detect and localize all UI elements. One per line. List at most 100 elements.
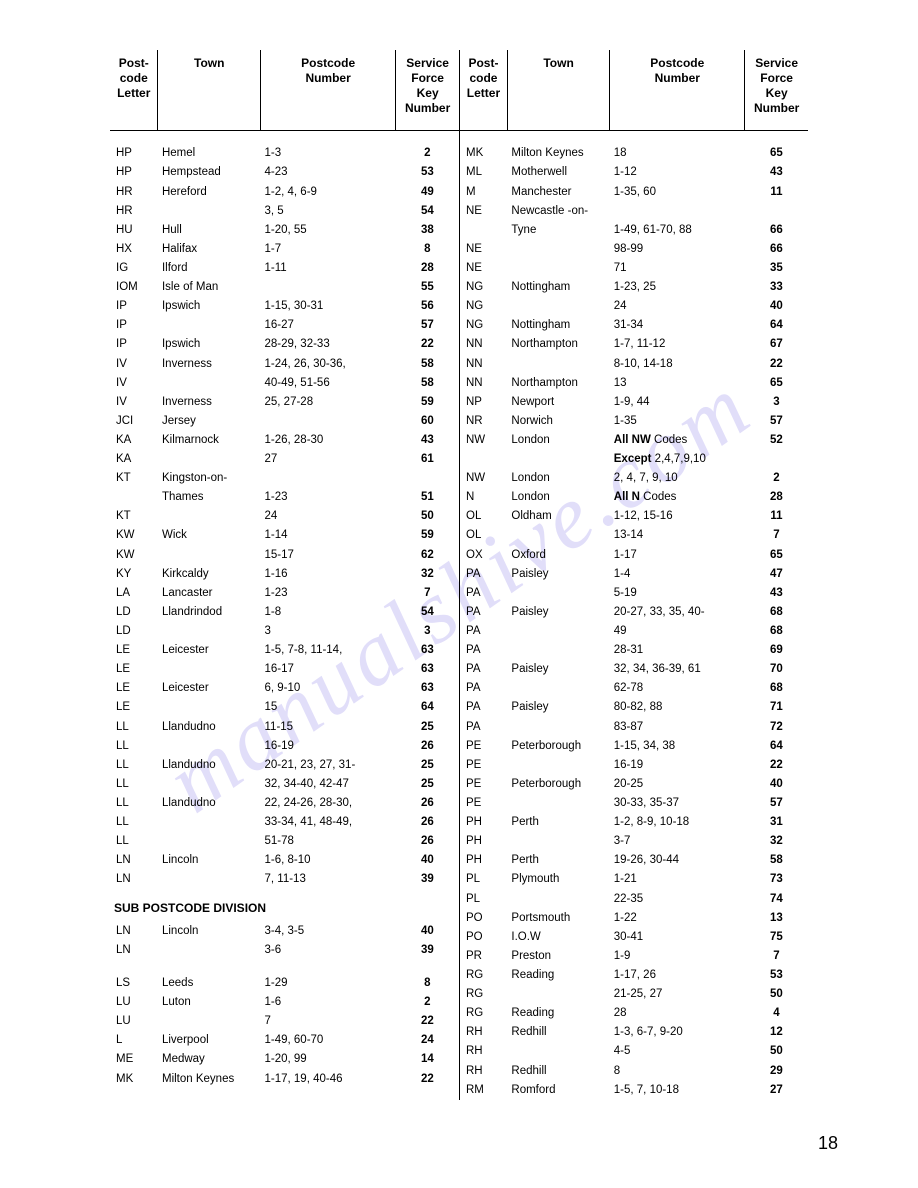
- cell-town: Nottingham: [507, 316, 609, 335]
- cell-postcode-number: 1-5, 7, 10-18: [610, 1081, 745, 1100]
- cell-service-key: 71: [745, 699, 808, 718]
- table-row: NLondonAll N Codes28: [460, 488, 809, 507]
- cell-postcode-number: 16-27: [261, 316, 396, 335]
- header-service-key: Service Force Key Number: [745, 50, 808, 131]
- cell-service-key: 63: [396, 660, 459, 679]
- left-column: Post- code Letter Town Postcode Number S…: [110, 50, 459, 1100]
- cell-town: [507, 240, 609, 259]
- cell-postcode-letter: PA: [460, 718, 508, 737]
- cell-postcode-letter: PA: [460, 699, 508, 718]
- cell-town: Hemel: [158, 145, 261, 164]
- cell-postcode-letter: NP: [460, 393, 508, 412]
- cell-service-key: [745, 202, 808, 221]
- cell-service-key: 24: [396, 1032, 459, 1051]
- header-postcode-letter: Post- code Letter: [110, 50, 158, 131]
- cell-postcode-number: 1-20, 99: [261, 1051, 396, 1070]
- table-row: POI.O.W30-4175: [460, 928, 809, 947]
- cell-postcode-number: 18: [610, 145, 745, 164]
- cell-service-key: 40: [745, 297, 808, 316]
- cell-postcode-number: 15-17: [261, 546, 396, 565]
- cell-postcode-number: 3-4, 3-5: [261, 922, 396, 941]
- cell-postcode-letter: PA: [460, 622, 508, 641]
- cell-postcode-letter: RG: [460, 1004, 508, 1023]
- table-row: IP16-2757: [110, 316, 459, 335]
- cell-town: Peterborough: [507, 775, 609, 794]
- cell-service-key: 51: [396, 488, 459, 507]
- cell-postcode-number: 83-87: [610, 718, 745, 737]
- cell-postcode-number: 13-14: [610, 527, 745, 546]
- cell-postcode-letter: KA: [110, 450, 158, 469]
- cell-postcode-letter: HU: [110, 221, 158, 240]
- cell-service-key: 35: [745, 259, 808, 278]
- cell-town: Paisley: [507, 603, 609, 622]
- cell-service-key: 63: [396, 641, 459, 660]
- cell-postcode-number: 15: [261, 699, 396, 718]
- cell-town: [507, 756, 609, 775]
- table-row: LU722: [110, 1012, 459, 1031]
- cell-postcode-letter: ME: [110, 1051, 158, 1070]
- table-row: LLLlandudno11-1525: [110, 718, 459, 737]
- cell-postcode-number: 1-23: [261, 488, 396, 507]
- cell-town: [507, 794, 609, 813]
- cell-town: Peterborough: [507, 737, 609, 756]
- table-row: NE98-9966: [460, 240, 809, 259]
- cell-town: Northampton: [507, 336, 609, 355]
- cell-town: [507, 622, 609, 641]
- cell-postcode-letter: RM: [460, 1081, 508, 1100]
- table-row: LN3-639: [110, 941, 459, 960]
- cell-postcode-letter: PO: [460, 909, 508, 928]
- cell-town: Isle of Man: [158, 278, 261, 297]
- cell-postcode-letter: PR: [460, 947, 508, 966]
- table-row: HRHereford1-2, 4, 6-949: [110, 183, 459, 202]
- cell-postcode-number: 1-15, 34, 38: [610, 737, 745, 756]
- table-row: KAKilmarnock1-26, 28-3043: [110, 431, 459, 450]
- cell-service-key: 75: [745, 928, 808, 947]
- table-row: LE16-1763: [110, 660, 459, 679]
- cell-town: [158, 374, 261, 393]
- table-row: PRPreston1-97: [460, 947, 809, 966]
- cell-postcode-letter: [460, 450, 508, 469]
- cell-service-key: 50: [396, 508, 459, 527]
- cell-postcode-letter: NG: [460, 316, 508, 335]
- cell-service-key: 43: [745, 584, 808, 603]
- cell-service-key: 7: [745, 947, 808, 966]
- cell-postcode-number: 4-5: [610, 1043, 745, 1062]
- table-row: IPIpswich1-15, 30-3156: [110, 297, 459, 316]
- table-row: NE7135: [460, 259, 809, 278]
- cell-postcode-letter: KW: [110, 527, 158, 546]
- cell-postcode-number: 49: [610, 622, 745, 641]
- cell-town: Nottingham: [507, 278, 609, 297]
- cell-postcode-number: 33-34, 41, 48-49,: [261, 813, 396, 832]
- cell-postcode-number: [261, 469, 396, 488]
- table-row: OXOxford1-1765: [460, 546, 809, 565]
- cell-postcode-letter: OL: [460, 527, 508, 546]
- table-row: LULuton1-62: [110, 993, 459, 1012]
- cell-postcode-letter: LL: [110, 718, 158, 737]
- table-row: PA28-3169: [460, 641, 809, 660]
- table-row: KYKirkcaldy1-1632: [110, 565, 459, 584]
- cell-service-key: 40: [396, 852, 459, 871]
- cell-postcode-letter: [110, 488, 158, 507]
- cell-postcode-letter: NW: [460, 469, 508, 488]
- cell-service-key: 65: [745, 145, 808, 164]
- table-row: PH3-732: [460, 832, 809, 851]
- cell-town: Newport: [507, 393, 609, 412]
- two-column-layout: Post- code Letter Town Postcode Number S…: [110, 50, 808, 1100]
- cell-service-key: 40: [396, 922, 459, 941]
- cell-postcode-number: 1-6, 8-10: [261, 852, 396, 871]
- cell-postcode-number: [261, 412, 396, 431]
- cell-postcode-number: 1-23: [261, 584, 396, 603]
- cell-service-key: 68: [745, 680, 808, 699]
- cell-town: [158, 546, 261, 565]
- cell-town: Ipswich: [158, 336, 261, 355]
- cell-service-key: 31: [745, 813, 808, 832]
- cell-town: Jersey: [158, 412, 261, 431]
- cell-postcode-number: 62-78: [610, 680, 745, 699]
- cell-postcode-number: 2, 4, 7, 9, 10: [610, 469, 745, 488]
- cell-service-key: 11: [745, 183, 808, 202]
- cell-postcode-number: 51-78: [261, 832, 396, 851]
- table-row: HPHempstead4-2353: [110, 164, 459, 183]
- cell-postcode-letter: NE: [460, 202, 508, 221]
- cell-town: Milton Keynes: [158, 1070, 261, 1089]
- sub-postcode-division-header: SUB POSTCODE DIVISION: [110, 890, 459, 922]
